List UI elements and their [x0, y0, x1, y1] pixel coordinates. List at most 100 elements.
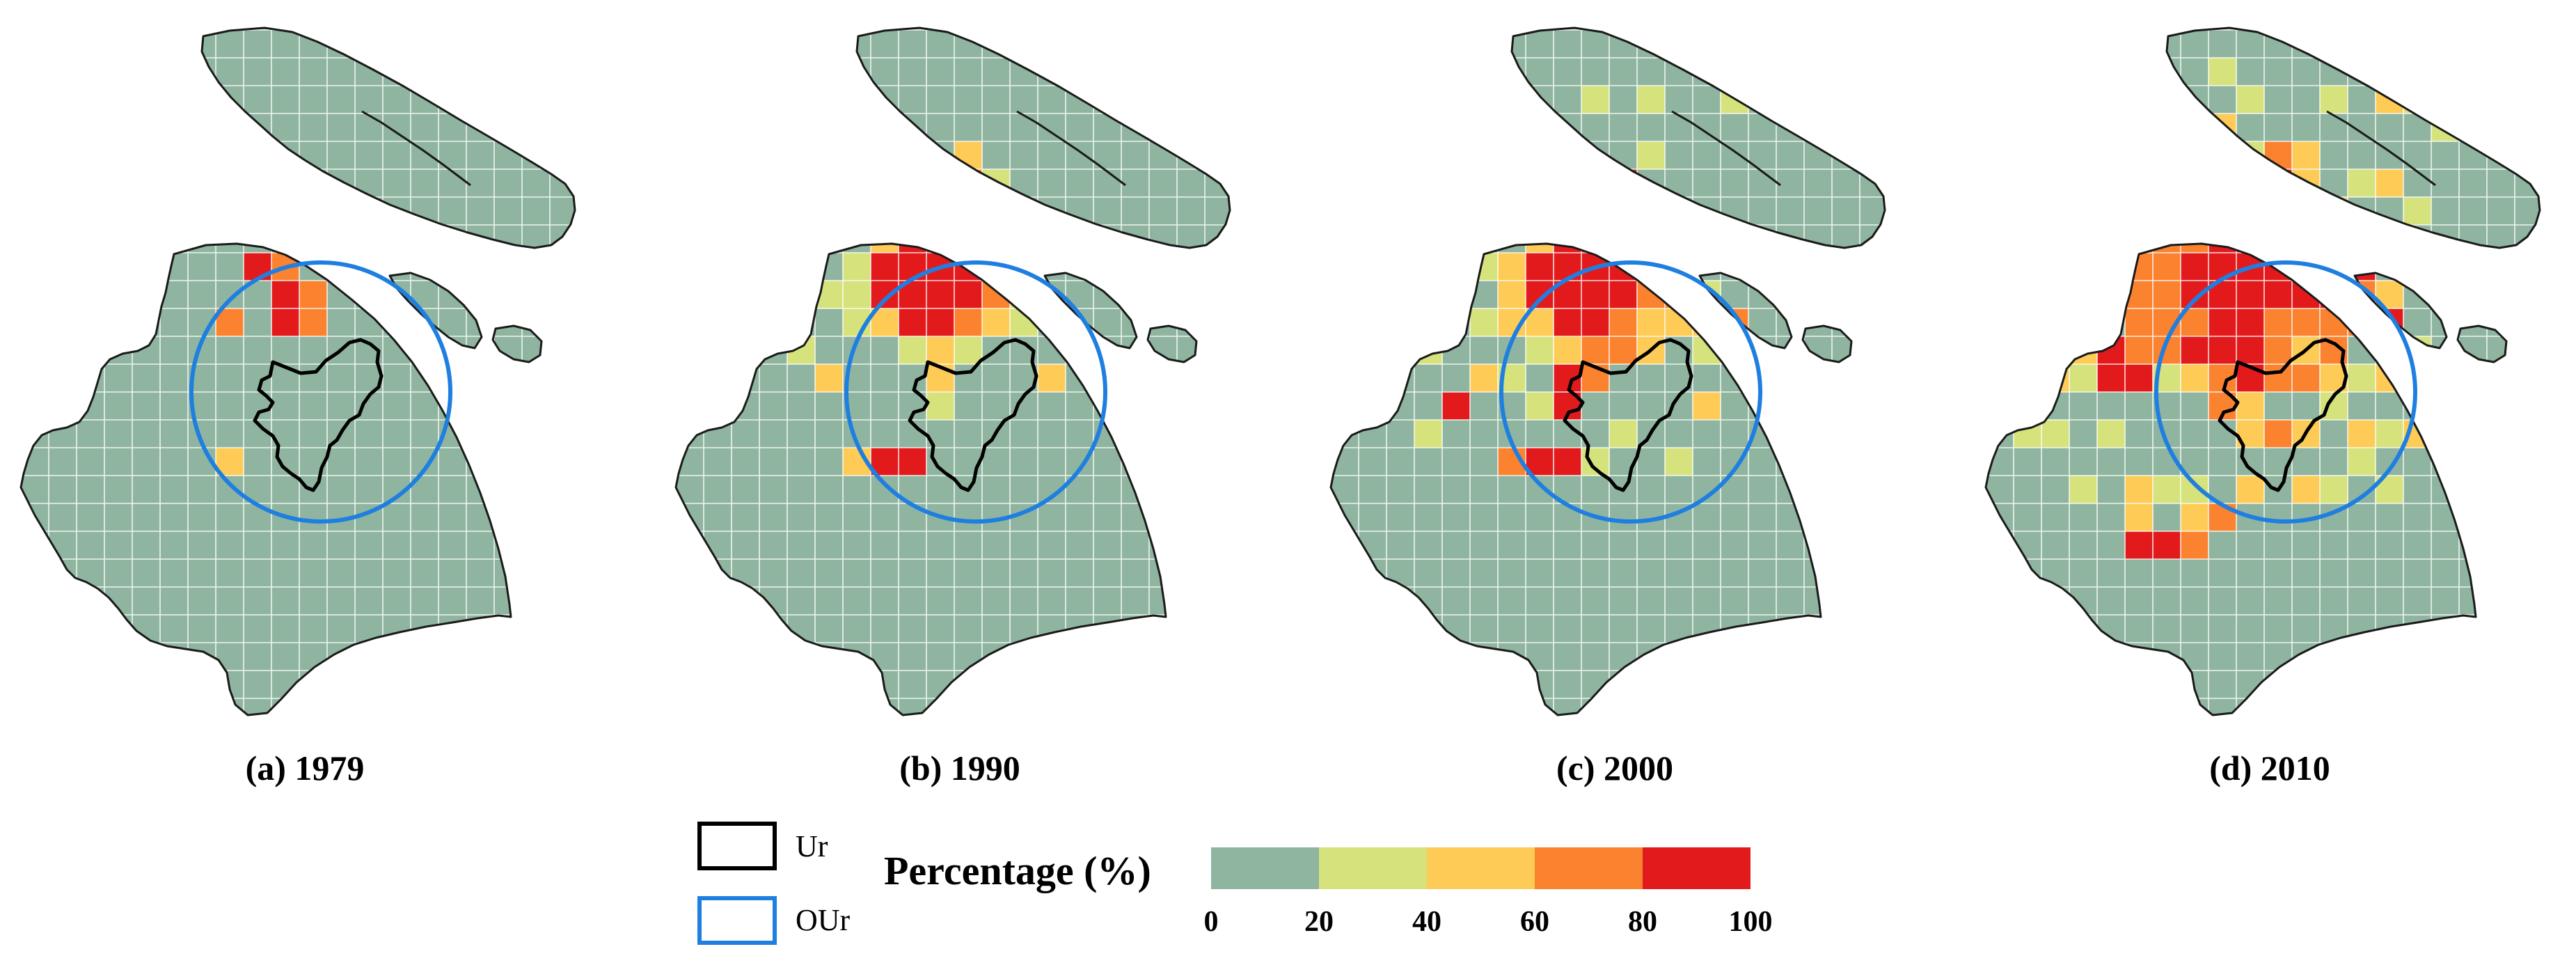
shoal-line — [361, 110, 471, 187]
grid-cell — [2292, 225, 2320, 253]
panel-caption: (a) 1979 — [246, 748, 365, 787]
grid-cell — [2125, 336, 2153, 364]
grid-cell — [1693, 336, 1721, 364]
grid-cell — [2014, 392, 2041, 420]
grid-cell — [2236, 392, 2264, 420]
grid-cell — [2264, 364, 2292, 392]
coastline — [491, 324, 543, 363]
grid-cell — [982, 308, 1010, 336]
grid-cell — [1665, 281, 1693, 308]
grid-cell — [954, 281, 982, 308]
grid-cell — [1526, 392, 1554, 420]
grid-cell — [2125, 503, 2153, 531]
coastline — [1510, 26, 1886, 249]
grid-cell — [954, 225, 982, 253]
grid-cell — [2014, 58, 2041, 86]
grid-cell — [2181, 531, 2208, 559]
island-shape — [1512, 28, 1885, 248]
percentage-colorbar — [1211, 847, 1751, 889]
colorbar-tick-label: 80 — [1628, 906, 1657, 938]
grid-cell — [2236, 476, 2264, 503]
colorbar-segment — [1643, 847, 1751, 889]
grid-cell — [2125, 308, 2153, 336]
grid-cell — [1414, 420, 1442, 448]
island-shape — [857, 28, 1230, 248]
ur-boundary — [2218, 338, 2348, 492]
panel-caption: (b) 1990 — [899, 748, 1020, 787]
grid-cell — [1637, 86, 1665, 113]
grid-cell — [2264, 281, 2292, 308]
grid-cell — [1693, 392, 1721, 420]
grid-cell — [2236, 336, 2264, 364]
grid-cell — [982, 169, 1010, 197]
our-boundary-circle — [1499, 260, 1762, 524]
grid-cell — [1526, 281, 1554, 308]
grid-cell — [843, 197, 871, 225]
our-boundary-circle — [189, 260, 452, 524]
grid-cell — [2069, 364, 2097, 392]
grid-cell — [926, 197, 954, 225]
grid-cell — [550, 141, 575, 169]
colorbar-segment — [1211, 847, 1319, 889]
grid-cell — [2264, 169, 2292, 197]
grid-cell — [1359, 58, 1386, 86]
coastline — [200, 26, 576, 249]
grid-cell — [2292, 308, 2320, 336]
colorbar-tick-label: 60 — [1520, 906, 1549, 938]
grid-cell — [843, 281, 871, 308]
grid-cell — [2181, 253, 2208, 281]
grid-cell — [899, 308, 926, 336]
grid-cell — [2320, 476, 2348, 503]
grid-cell — [2348, 253, 2376, 281]
map-panel-2000: (c) 2000 — [1329, 26, 1886, 787]
coastline — [2353, 272, 2448, 350]
grid-cell — [2208, 58, 2236, 86]
grid-cell — [2431, 392, 2459, 420]
grid-cell — [2292, 364, 2320, 392]
grid-cell — [2153, 113, 2181, 141]
grid-cell — [2348, 364, 2376, 392]
grid-cell — [1498, 197, 1526, 225]
grid-cell — [1609, 336, 1637, 364]
grid-cell — [1526, 197, 1554, 225]
island-shape — [1803, 326, 1851, 362]
grid-cell — [1581, 281, 1609, 308]
colorbar-segment — [1427, 847, 1535, 889]
grid-cell — [1721, 336, 1748, 364]
grid-cell — [843, 253, 871, 281]
grid-cell — [899, 448, 926, 476]
grid-cell — [2431, 420, 2459, 448]
grid-cell — [926, 281, 954, 308]
grid-cell — [2181, 364, 2208, 392]
shoal-line — [2326, 110, 2436, 187]
island-shape — [2458, 326, 2506, 362]
grid-cell — [2292, 476, 2320, 503]
grid-cell — [1470, 308, 1498, 336]
grid-cell — [2181, 503, 2208, 531]
grid-cell — [299, 308, 327, 336]
grid-cell — [2181, 281, 2208, 308]
grid-cell — [2292, 141, 2320, 169]
grid-cell — [2153, 281, 2181, 308]
grid-cell — [244, 253, 271, 281]
grid-cell — [2041, 86, 2069, 113]
grid-cell — [1581, 336, 1609, 364]
grid-cell — [1554, 197, 1581, 225]
grid-cell — [2320, 86, 2348, 113]
shoal-line — [1671, 110, 1781, 187]
grid-cell — [1637, 281, 1665, 308]
grid-cell — [1470, 169, 1498, 197]
coastline — [1801, 324, 1853, 363]
grid-cell — [2041, 253, 2069, 281]
coastline — [674, 242, 1167, 716]
coastline — [1698, 272, 1793, 350]
grid-cell — [1554, 141, 1581, 169]
grid-cell — [2292, 281, 2320, 308]
grid-cell — [1526, 113, 1554, 141]
grid-cell — [2069, 225, 2097, 253]
coastline — [19, 242, 512, 716]
grid-cell — [1414, 308, 1442, 336]
grid-cell — [1498, 253, 1526, 281]
grid-cell — [1554, 308, 1581, 336]
grid-cell — [2376, 420, 2403, 448]
